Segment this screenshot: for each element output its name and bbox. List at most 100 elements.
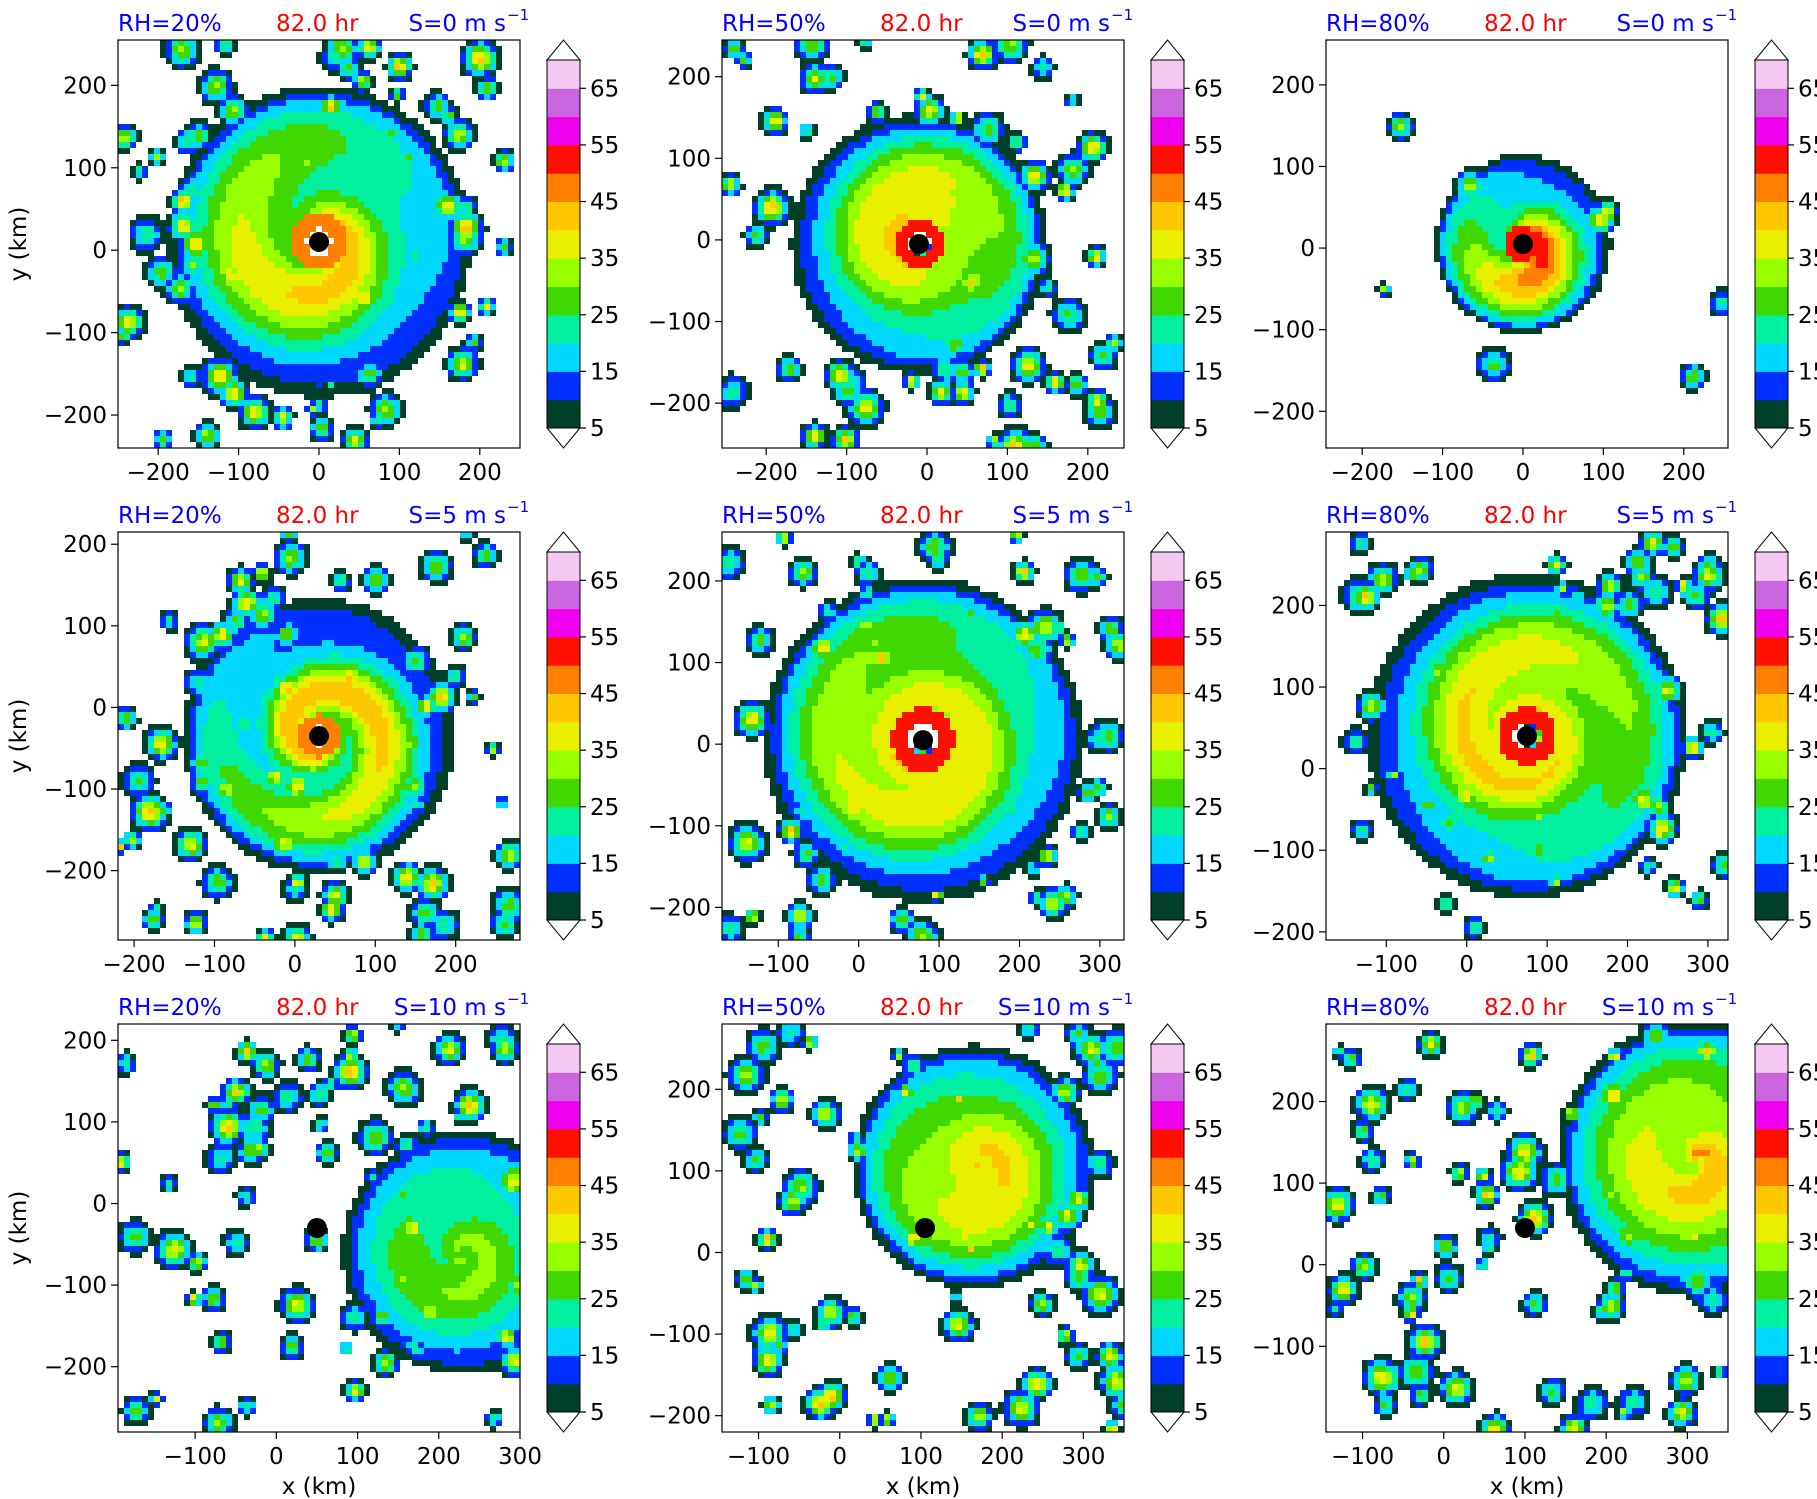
colorbar-segment <box>547 636 580 666</box>
colorbar-segment <box>1755 229 1788 259</box>
colorbar-segment <box>1151 229 1184 259</box>
reflectivity-field <box>722 532 1124 940</box>
colorbar-segment <box>547 1044 580 1073</box>
x-tick-label: 100 <box>377 460 421 486</box>
colorbar-segment <box>547 88 580 118</box>
y-tick-label: 200 <box>667 1077 711 1103</box>
colorbar-segment <box>547 1072 580 1102</box>
rh-label: RH=20% <box>118 11 222 37</box>
colorbar-frame <box>1754 551 1789 921</box>
colorbar-tick-label: 15 <box>1194 851 1223 877</box>
colorbar-segment <box>547 258 580 287</box>
colorbar-extend-max <box>1753 39 1790 61</box>
panel-2-2: −100 0 100 200 300 −200 −100 0 100 200 RH=50% 82.0 … <box>648 498 1223 978</box>
colorbar: 5 15 25 35 45 55 65 <box>545 1023 619 1433</box>
reflectivity-field <box>118 1024 520 1432</box>
y-tick-label: 0 <box>92 695 107 721</box>
panel-3-3: −100 0 100 200 300 −100 0 100 200 x (km) RH=80% 82.… <box>1252 990 1817 1499</box>
x-tick-label: −200 <box>735 460 798 486</box>
colorbar-segment <box>1755 608 1788 638</box>
colorbar-segment <box>547 173 580 203</box>
colorbar-segment <box>1755 371 1788 401</box>
y-tick-label: −200 <box>648 895 711 921</box>
colorbar-segment <box>1755 201 1788 231</box>
colorbar: 5 15 25 35 45 55 65 <box>1149 39 1223 449</box>
colorbar: 5 15 25 35 45 55 65 <box>1753 1023 1817 1433</box>
y-tick-label: 200 <box>1271 73 1315 99</box>
colorbar-segment <box>1151 1355 1184 1385</box>
x-tick-label: 100 <box>985 460 1029 486</box>
colorbar-segment <box>547 835 580 864</box>
colorbar-tick-label: 65 <box>1194 1060 1223 1086</box>
colorbar: 5 15 25 35 45 55 65 <box>1149 531 1223 941</box>
colorbar-segment <box>1755 891 1788 921</box>
colorbar-tick-label: 5 <box>590 1400 605 1426</box>
x-tick-label: 0 <box>1516 460 1531 486</box>
colorbar-segment <box>1755 636 1788 666</box>
colorbar-segment <box>547 863 580 893</box>
x-tick-label: 100 <box>899 1444 943 1470</box>
y-tick-label: 0 <box>696 732 711 758</box>
colorbar-segment <box>1755 693 1788 723</box>
rh-label: RH=80% <box>1326 995 1430 1021</box>
shear-label: S=5 m s <box>1012 503 1110 529</box>
time-label: 82.0 hr <box>276 11 359 37</box>
colorbar-segment <box>1151 806 1184 836</box>
colorbar-segment <box>1755 1298 1788 1328</box>
y-tick-label: 0 <box>1300 757 1315 783</box>
colorbar-segment <box>1151 399 1184 429</box>
y-axis-label: y (km) <box>6 207 32 282</box>
x-axis-label: x (km) <box>282 1474 357 1499</box>
shear-label: S=10 m s <box>998 995 1110 1021</box>
x-tick-label: 300 <box>1078 952 1122 978</box>
colorbar-tick-label: 55 <box>1798 625 1817 651</box>
y-tick-label: 100 <box>1271 154 1315 180</box>
colorbar-segment <box>1151 778 1184 808</box>
panel-1-1: −200 −100 0 100 200 −200 −100 0 100 200 y (km) RH=2… <box>6 6 619 486</box>
reflectivity-field <box>1374 112 1728 394</box>
colorbar-segment <box>1151 173 1184 203</box>
colorbar-tick-label: 65 <box>590 1060 619 1086</box>
colorbar-segment <box>1755 806 1788 836</box>
x-tick-label: 0 <box>851 952 866 978</box>
colorbar-segment <box>547 1242 580 1271</box>
colorbar-segment <box>1151 343 1184 372</box>
time-label: 82.0 hr <box>880 995 963 1021</box>
y-axis-label: y (km) <box>6 1191 32 1266</box>
x-tick-label: −100 <box>1331 1444 1394 1470</box>
x-tick-label: 100 <box>336 1444 380 1470</box>
x-tick-label: 200 <box>998 952 1042 978</box>
colorbar-segment <box>1151 116 1184 146</box>
time-label: 82.0 hr <box>880 11 963 37</box>
colorbar-segment <box>1151 580 1184 610</box>
colorbar-extend-max <box>1149 531 1186 553</box>
y-tick-label: −100 <box>1252 318 1315 344</box>
y-tick-label: −200 <box>44 859 107 885</box>
colorbar-tick-label: 15 <box>590 851 619 877</box>
y-tick-label: 200 <box>1271 1090 1315 1116</box>
colorbar-segment <box>1151 636 1184 666</box>
storm-center-marker <box>306 1218 327 1238</box>
colorbar-extend-max <box>1149 39 1186 61</box>
colorbar-tick-label: 65 <box>1798 568 1817 594</box>
x-tick-label: 200 <box>417 1444 461 1470</box>
axes-frame <box>721 39 1125 449</box>
colorbar-segment <box>1151 552 1184 581</box>
colorbar-segment <box>547 806 580 836</box>
colorbar: 5 15 25 35 45 55 65 <box>1149 1023 1223 1433</box>
colorbar-segment <box>1151 60 1184 89</box>
x-tick-label: −200 <box>102 952 165 978</box>
colorbar-segment <box>1755 721 1788 751</box>
colorbar-tick-label: 5 <box>1798 908 1813 934</box>
x-tick-label: 200 <box>1066 460 1110 486</box>
colorbar-extend-max <box>1753 531 1790 553</box>
colorbar-segment <box>1151 1128 1184 1158</box>
colorbar-segment <box>1755 552 1788 581</box>
colorbar-tick-label: 45 <box>1798 190 1817 216</box>
storm-center-marker <box>1512 234 1533 254</box>
colorbar-segment <box>1151 1044 1184 1073</box>
colorbar-segment <box>1755 88 1788 118</box>
panel-3-2: −100 0 100 200 300 −200 −100 0 100 200 x (km) RH=50… <box>648 990 1223 1499</box>
colorbar-tick-label: 5 <box>1798 416 1813 442</box>
